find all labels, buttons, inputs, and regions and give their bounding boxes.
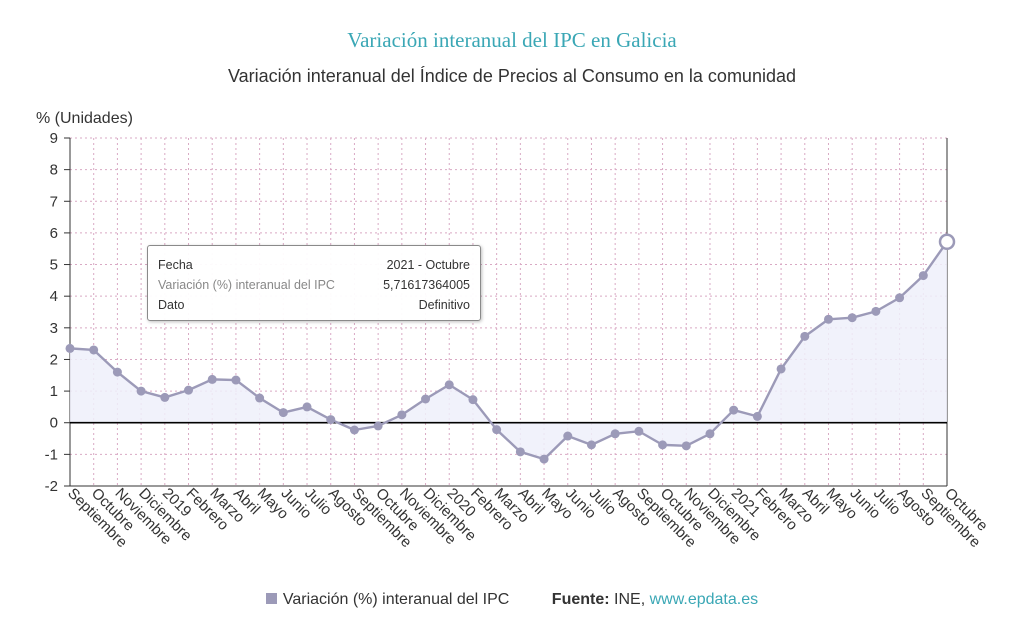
data-point: [349, 425, 359, 435]
source-text: INE,: [614, 591, 646, 608]
data-point: [610, 429, 620, 439]
data-point: [800, 331, 810, 341]
y-tick-label: 9: [50, 130, 58, 147]
y-tick-label: 2: [50, 351, 58, 368]
data-point: [444, 380, 454, 390]
data-point: [373, 421, 383, 431]
y-tick-label: -2: [45, 478, 58, 495]
y-tick-label: 1: [50, 383, 58, 400]
data-point: [539, 454, 549, 464]
data-point: [563, 431, 573, 441]
data-point: [160, 392, 170, 402]
tooltip-value: Definitivo: [418, 298, 470, 312]
data-point: [847, 313, 857, 323]
data-point: [776, 364, 786, 374]
data-point: [681, 441, 691, 451]
chart-subtitle: Variación interanual del Índice de Preci…: [227, 66, 796, 86]
data-point: [586, 440, 596, 450]
tooltip-label: Fecha: [158, 258, 193, 272]
data-point: [729, 405, 739, 415]
data-point: [705, 429, 715, 439]
y-tick-label: 7: [50, 193, 58, 210]
data-point: [421, 394, 431, 404]
data-point: [918, 271, 928, 281]
chart-legend: Variación (%) interanual del IPC Fuente:…: [0, 591, 1024, 609]
data-point: [65, 343, 75, 353]
data-point: [468, 395, 478, 405]
data-point: [658, 440, 668, 450]
tooltip-label: Dato: [158, 298, 185, 312]
tooltip-row-value: Variación (%) interanual del IPC 5,71617…: [158, 275, 470, 295]
data-point: [895, 293, 905, 303]
source-link[interactable]: www.epdata.es: [649, 591, 759, 608]
data-point: [89, 345, 99, 355]
y-tick-label: 4: [50, 288, 58, 305]
source-label: Fuente:: [551, 591, 610, 608]
data-point: [515, 447, 525, 457]
y-tick-label: 6: [50, 225, 58, 242]
data-point: [278, 408, 288, 418]
y-tick-label: 0: [50, 415, 58, 432]
highlight-point: [938, 233, 956, 251]
legend-series-label: Variación (%) interanual del IPC: [282, 591, 510, 608]
legend-item[interactable]: Variación (%) interanual del IPC: [265, 591, 514, 608]
y-tick-label: -1: [45, 446, 58, 463]
chart-title: Variación interanual del IPC en Galicia: [347, 28, 677, 52]
data-point: [326, 415, 336, 425]
y-axis-label: % (Unidades): [36, 110, 133, 127]
data-point: [231, 375, 241, 385]
data-point: [634, 426, 644, 436]
data-point: [397, 410, 407, 420]
legend-swatch-icon: [265, 593, 277, 604]
tooltip-row-date: Fecha 2021 - Octubre: [158, 255, 470, 275]
y-tick-label: 5: [50, 257, 58, 274]
y-tick-label: 8: [50, 162, 58, 179]
data-point: [136, 386, 146, 396]
data-point: [112, 367, 122, 377]
data-point: [752, 411, 762, 421]
tooltip-row-status: Dato Definitivo: [158, 295, 470, 315]
tooltip-value: 5,71617364005: [383, 278, 470, 292]
data-point: [207, 374, 217, 384]
data-point: [871, 306, 881, 316]
tooltip-label: Variación (%) interanual del IPC: [158, 278, 335, 292]
y-tick-label: 3: [50, 320, 58, 337]
data-point: [823, 314, 833, 324]
tooltip-value: 2021 - Octubre: [386, 258, 470, 272]
data-point: [184, 385, 194, 395]
source-note: Fuente: INE, www.epdata.es: [552, 591, 758, 608]
data-tooltip: Fecha 2021 - Octubre Variación (%) inter…: [147, 245, 481, 321]
data-point: [255, 393, 265, 403]
data-point: [492, 425, 502, 435]
data-point: [302, 402, 312, 412]
